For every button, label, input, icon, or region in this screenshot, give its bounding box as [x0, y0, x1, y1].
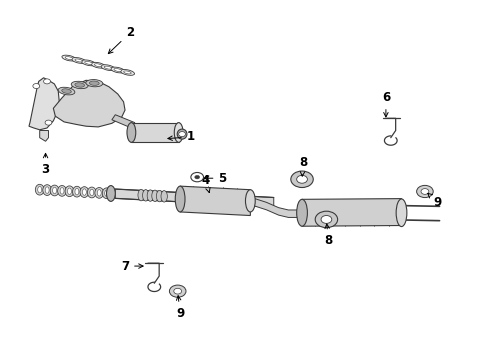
Circle shape: [416, 185, 432, 198]
Polygon shape: [29, 78, 59, 130]
Text: 4: 4: [201, 174, 210, 193]
Polygon shape: [115, 189, 273, 207]
Ellipse shape: [147, 190, 153, 201]
Ellipse shape: [395, 199, 406, 226]
Ellipse shape: [245, 190, 255, 212]
Circle shape: [194, 175, 199, 179]
Circle shape: [173, 288, 181, 294]
Ellipse shape: [87, 187, 96, 198]
Ellipse shape: [65, 186, 74, 197]
Circle shape: [315, 211, 337, 228]
Text: 8: 8: [324, 224, 332, 247]
Circle shape: [169, 285, 185, 297]
Ellipse shape: [174, 123, 183, 142]
Ellipse shape: [120, 69, 134, 75]
Ellipse shape: [151, 190, 158, 202]
Ellipse shape: [91, 62, 105, 68]
Text: 3: 3: [41, 153, 49, 176]
Ellipse shape: [175, 186, 184, 212]
Ellipse shape: [156, 190, 163, 202]
Ellipse shape: [90, 189, 94, 196]
Text: 5: 5: [204, 172, 226, 185]
Ellipse shape: [61, 89, 71, 93]
Ellipse shape: [94, 64, 102, 67]
Circle shape: [178, 132, 185, 136]
Ellipse shape: [89, 81, 99, 85]
Polygon shape: [250, 197, 302, 217]
Circle shape: [420, 189, 428, 194]
Ellipse shape: [127, 123, 136, 142]
Ellipse shape: [75, 59, 82, 62]
Ellipse shape: [296, 199, 307, 226]
Ellipse shape: [104, 190, 108, 197]
Text: 7: 7: [121, 260, 143, 273]
Ellipse shape: [106, 186, 115, 201]
Ellipse shape: [42, 185, 51, 195]
Circle shape: [33, 84, 40, 89]
Ellipse shape: [60, 188, 64, 194]
Ellipse shape: [72, 58, 85, 63]
Ellipse shape: [45, 187, 49, 193]
Ellipse shape: [142, 190, 149, 201]
Ellipse shape: [81, 60, 95, 66]
Ellipse shape: [138, 189, 144, 201]
Ellipse shape: [75, 188, 79, 195]
Ellipse shape: [58, 87, 75, 95]
Ellipse shape: [38, 186, 41, 193]
Ellipse shape: [75, 83, 84, 87]
Ellipse shape: [71, 81, 88, 89]
Circle shape: [321, 216, 331, 224]
Polygon shape: [53, 80, 125, 127]
Ellipse shape: [102, 188, 111, 199]
Text: 9: 9: [176, 296, 184, 320]
Ellipse shape: [67, 188, 71, 194]
Text: 2: 2: [108, 27, 134, 54]
Circle shape: [190, 172, 203, 182]
Ellipse shape: [53, 187, 57, 194]
Ellipse shape: [95, 188, 103, 198]
Ellipse shape: [114, 68, 121, 72]
Ellipse shape: [97, 190, 101, 196]
Polygon shape: [180, 186, 250, 216]
Circle shape: [45, 120, 52, 125]
Ellipse shape: [80, 187, 88, 197]
Ellipse shape: [62, 55, 76, 61]
Polygon shape: [131, 123, 178, 142]
Circle shape: [43, 79, 50, 84]
Ellipse shape: [65, 57, 73, 59]
Text: 6: 6: [381, 91, 389, 117]
Circle shape: [290, 171, 313, 188]
Text: 8: 8: [298, 156, 306, 176]
Ellipse shape: [85, 80, 102, 87]
Polygon shape: [112, 115, 135, 128]
Text: 9: 9: [427, 193, 441, 209]
Ellipse shape: [123, 71, 131, 74]
Ellipse shape: [50, 185, 59, 196]
Ellipse shape: [104, 66, 111, 69]
Ellipse shape: [82, 189, 86, 195]
Polygon shape: [302, 199, 401, 226]
Ellipse shape: [35, 184, 44, 195]
Ellipse shape: [84, 61, 92, 64]
Ellipse shape: [101, 65, 115, 71]
Ellipse shape: [58, 185, 66, 196]
Polygon shape: [40, 131, 48, 141]
Ellipse shape: [177, 129, 186, 139]
Ellipse shape: [110, 67, 124, 73]
Circle shape: [296, 175, 307, 183]
Ellipse shape: [72, 186, 81, 197]
Ellipse shape: [161, 190, 167, 202]
Text: 1: 1: [167, 130, 195, 144]
